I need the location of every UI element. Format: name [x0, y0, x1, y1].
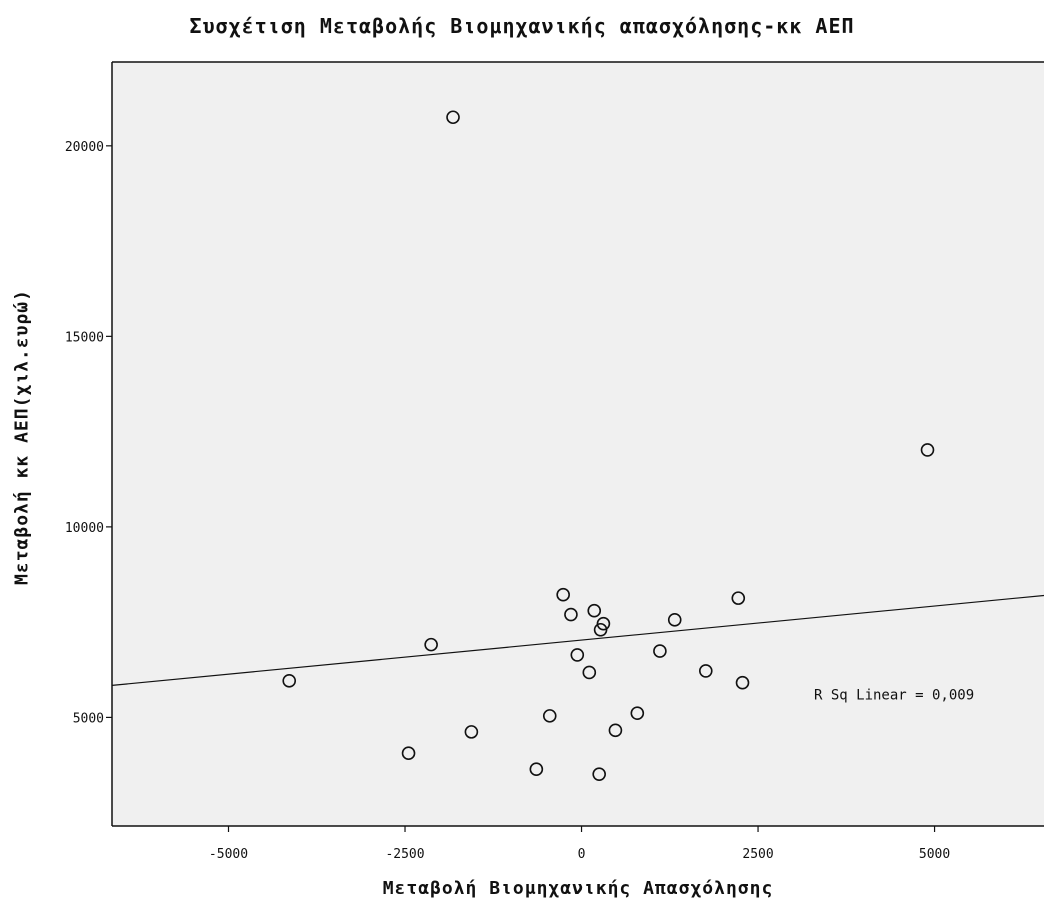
data-point — [401, 746, 416, 761]
data-point — [446, 110, 460, 125]
x-axis-ticks: -5000 -2500 0 2500 5000 — [209, 826, 950, 862]
y-tick-label: 5000 — [73, 711, 104, 726]
y-axis-ticks: 5000 10000 15000 20000 — [65, 140, 112, 726]
data-point — [556, 587, 570, 602]
data-point — [735, 675, 750, 690]
data-point — [542, 709, 557, 723]
data-point — [608, 723, 623, 738]
r-squared-annotation: R Sq Linear = 0,009 — [814, 688, 974, 704]
data-point — [630, 706, 645, 721]
data-point — [596, 616, 611, 631]
data-point — [582, 665, 597, 680]
chart-title: Συσχέτιση Μεταβολής Βιομηχανικής απασχόλ… — [189, 14, 855, 38]
data-points — [282, 110, 935, 781]
data-point — [592, 767, 606, 781]
y-tick-label: 10000 — [65, 521, 104, 536]
x-tick-label: -5000 — [209, 847, 248, 862]
data-point — [593, 622, 608, 637]
data-point — [570, 648, 585, 662]
x-tick-label: 2500 — [742, 847, 773, 862]
data-point — [653, 644, 667, 658]
x-axis-label: Μεταβολή Βιομηχανικής Απασχόλησης — [382, 878, 774, 899]
data-point — [731, 591, 746, 605]
data-point — [667, 613, 682, 627]
x-tick-label: 5000 — [919, 847, 950, 862]
y-axis-label: Μεταβολή κκ ΑΕΠ(χιλ.ευρώ) — [11, 289, 33, 585]
data-point — [464, 725, 479, 739]
data-point — [529, 762, 544, 777]
data-point — [282, 674, 297, 688]
data-point — [424, 637, 438, 652]
data-point — [587, 603, 602, 618]
data-point — [564, 607, 578, 622]
x-tick-label: 0 — [578, 847, 586, 862]
data-point — [698, 664, 713, 678]
x-tick-label: -2500 — [385, 847, 424, 862]
fit-line — [111, 594, 1044, 686]
y-tick-label: 20000 — [65, 140, 104, 155]
data-point — [920, 443, 935, 457]
plot-area — [112, 62, 1044, 826]
y-tick-label: 15000 — [65, 330, 104, 345]
